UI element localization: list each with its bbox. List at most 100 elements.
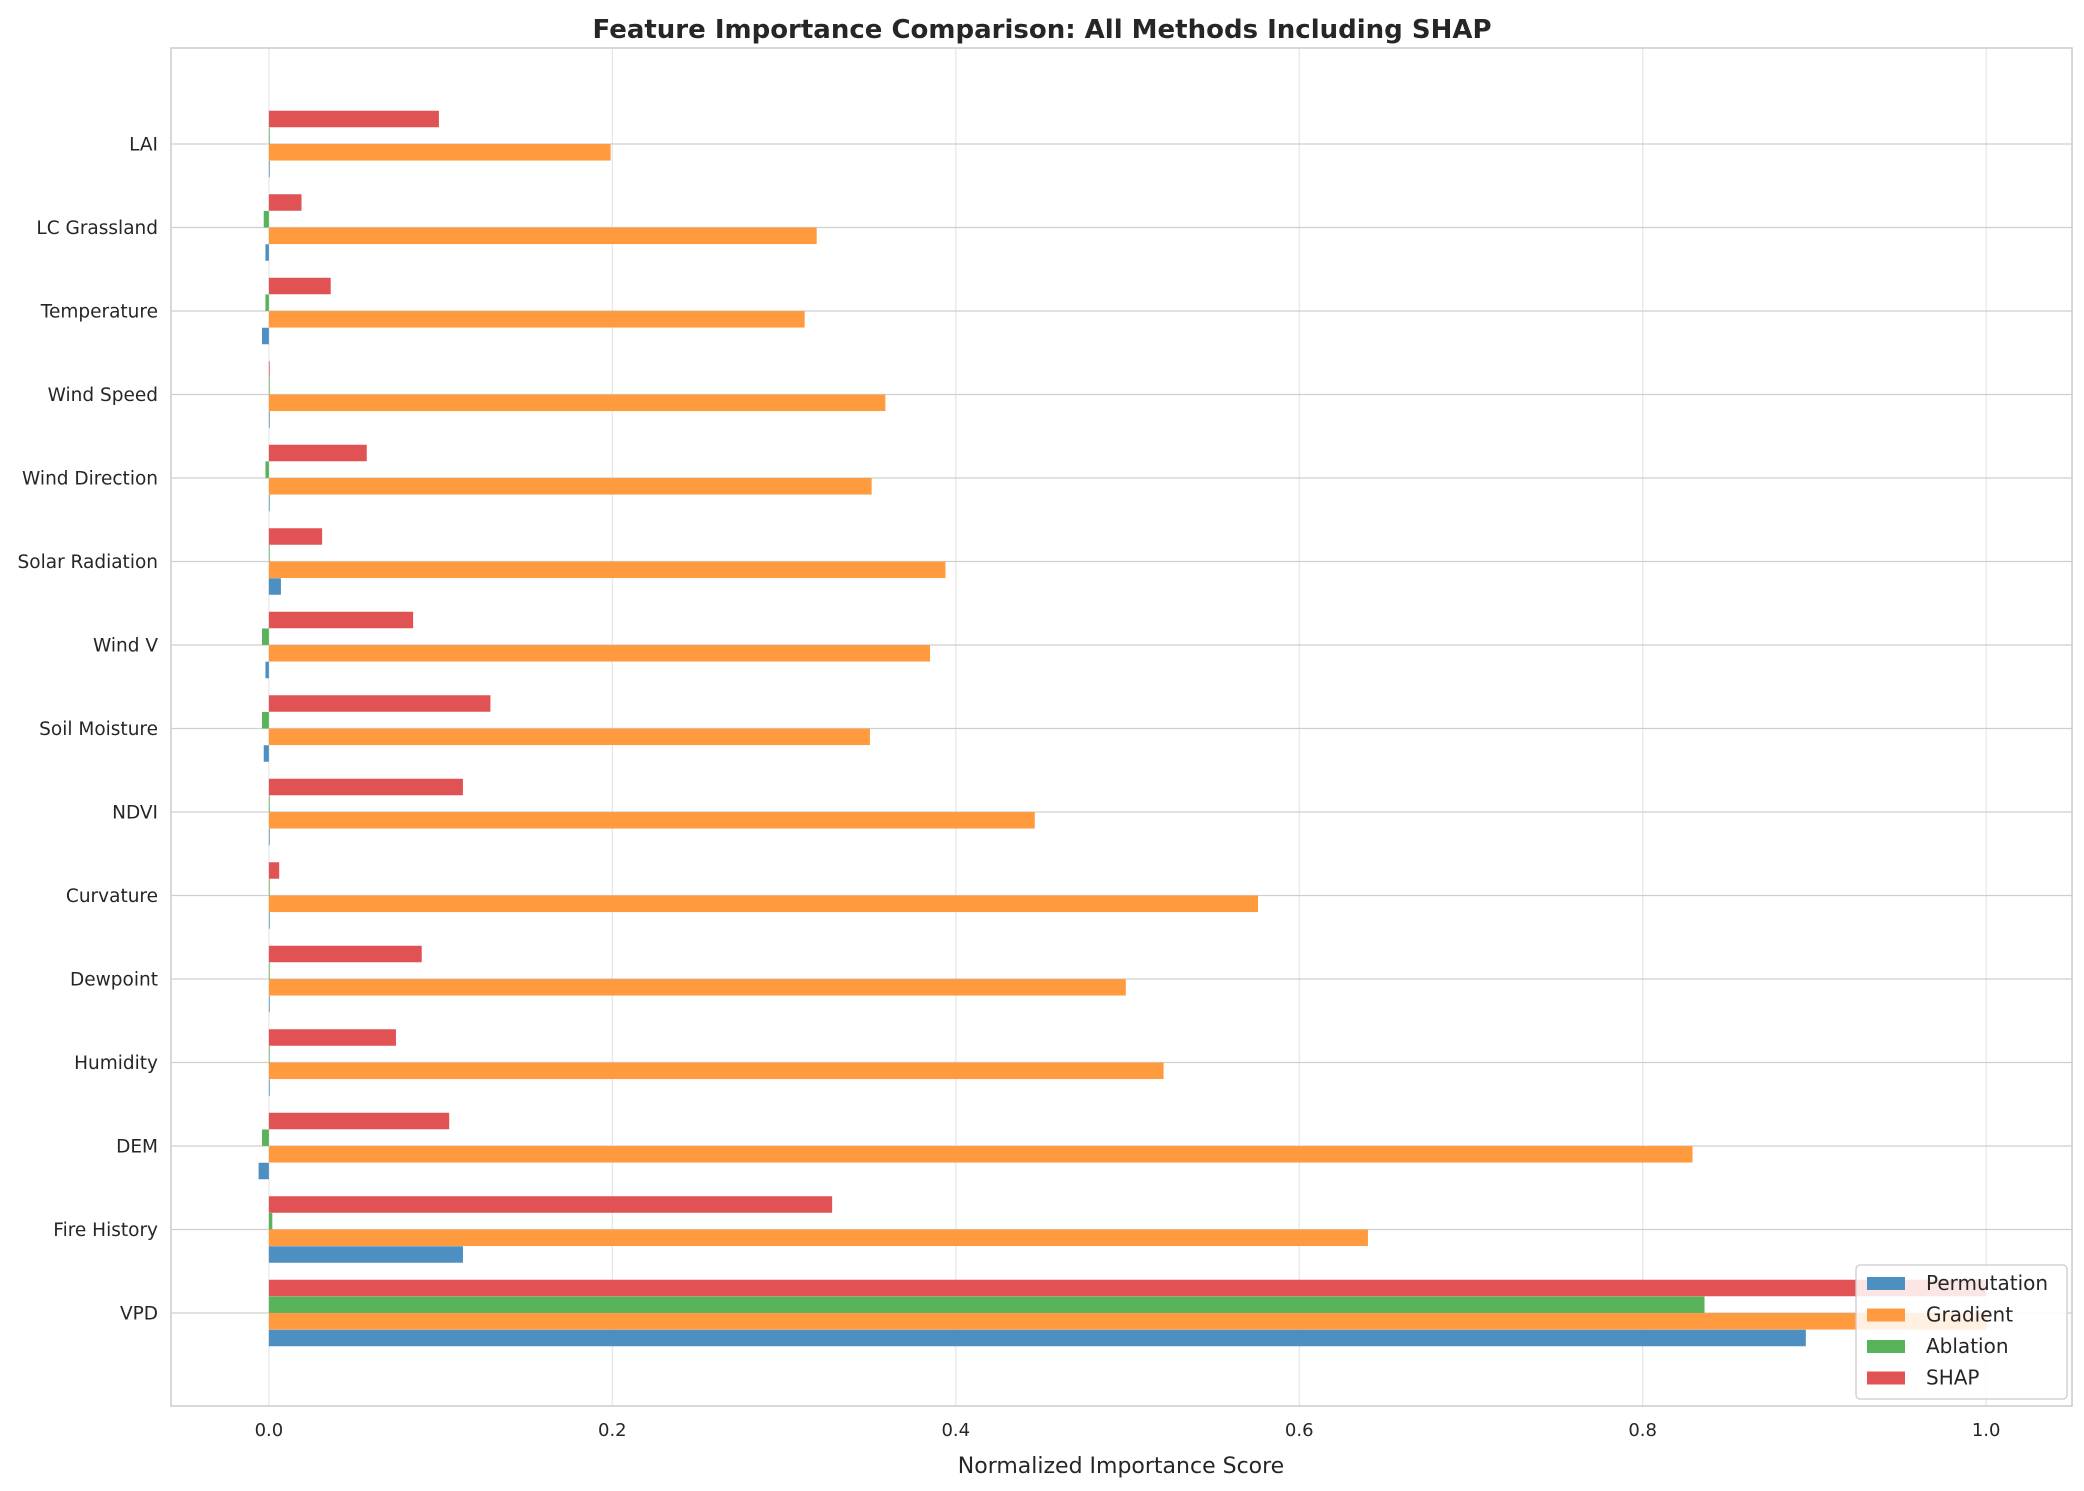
legend-swatch-ablation bbox=[1867, 1340, 1905, 1353]
bar-gradient-temperature bbox=[268, 311, 805, 328]
bar-shap-solar-radiation bbox=[268, 528, 323, 545]
plot-frame bbox=[170, 47, 2073, 1407]
bar-gradient-ndvi bbox=[268, 812, 1035, 829]
y-tick-label: VPD bbox=[120, 1304, 158, 1325]
bar-ablation-wind-v bbox=[262, 628, 269, 645]
bar-permutation-curvature bbox=[268, 912, 270, 929]
bars bbox=[258, 110, 1987, 1347]
bar-permutation-wind-v bbox=[265, 661, 269, 679]
bar-ablation-solar-radiation bbox=[268, 544, 270, 562]
bar-gradient-lc-grassland bbox=[268, 227, 817, 245]
legend-label-ablation: Ablation bbox=[1926, 1334, 2009, 1358]
bar-permutation-solar-radiation bbox=[268, 578, 281, 595]
bar-permutation-dem bbox=[258, 1162, 269, 1180]
bar-ablation-temperature bbox=[265, 294, 269, 311]
x-tick-label: 0.0 bbox=[255, 1420, 284, 1441]
bar-permutation-lc-grassland bbox=[265, 244, 269, 261]
y-tick-label: Curvature bbox=[66, 886, 158, 907]
bar-gradient-wind-direction bbox=[268, 478, 872, 495]
bar-permutation-vpd bbox=[268, 1329, 1806, 1347]
bar-shap-lc-grassland bbox=[268, 194, 302, 211]
y-tick-label: LAI bbox=[129, 135, 158, 156]
bar-gradient-solar-radiation bbox=[268, 561, 946, 579]
x-axis-label: Normalized Importance Score bbox=[958, 1454, 1284, 1479]
y-tick-label: Dewpoint bbox=[70, 970, 158, 991]
chart-title: Feature Importance Comparison: All Metho… bbox=[592, 15, 1491, 45]
y-tick-label: DEM bbox=[116, 1137, 158, 1158]
bar-shap-humidity bbox=[268, 1029, 396, 1046]
y-tick-label: Solar Radiation bbox=[18, 552, 158, 573]
bar-shap-ndvi bbox=[268, 778, 463, 796]
legend-label-gradient: Gradient bbox=[1926, 1303, 2013, 1327]
bar-permutation-lai bbox=[268, 160, 270, 178]
legend-label-permutation: Permutation bbox=[1926, 1271, 2048, 1295]
bar-ablation-wind-speed bbox=[268, 377, 270, 395]
x-tick-label: 0.4 bbox=[941, 1420, 970, 1441]
bar-ablation-lai bbox=[268, 127, 270, 144]
x-tick-label: 0.2 bbox=[598, 1420, 627, 1441]
bar-gradient-fire-history bbox=[268, 1229, 1368, 1247]
y-tick-label: Wind V bbox=[93, 636, 158, 657]
bar-gradient-wind-speed bbox=[268, 394, 886, 412]
bar-ablation-wind-direction bbox=[265, 461, 269, 478]
y-tick-label: Wind Direction bbox=[22, 469, 158, 490]
bar-shap-dewpoint bbox=[268, 945, 422, 963]
x-axis: 0.0 0.2 0.4 0.6 0.8 1.0 bbox=[255, 1420, 2001, 1441]
bar-gradient-wind-v bbox=[268, 645, 931, 662]
bar-gradient-lai bbox=[268, 144, 611, 161]
legend-box bbox=[1855, 1264, 2068, 1400]
y-tick-label: LC Grassland bbox=[36, 218, 158, 239]
bar-ablation-vpd bbox=[268, 1296, 1705, 1313]
bar-shap-wind-v bbox=[268, 611, 414, 629]
bar-permutation-dewpoint bbox=[268, 995, 270, 1013]
y-tick-label: Soil Moisture bbox=[39, 719, 158, 740]
x-tick-label: 0.8 bbox=[1628, 1420, 1657, 1441]
bar-ablation-humidity bbox=[268, 1045, 270, 1063]
bar-permutation-wind-direction bbox=[268, 494, 270, 512]
y-tick-label: Wind Speed bbox=[48, 385, 158, 406]
bar-gradient-vpd bbox=[268, 1313, 1987, 1330]
bar-permutation-temperature bbox=[262, 327, 269, 345]
bar-ablation-fire-history bbox=[268, 1212, 273, 1230]
legend-swatch-permutation bbox=[1867, 1277, 1905, 1290]
bar-shap-soil-moisture bbox=[268, 695, 491, 712]
bar-ablation-ndvi bbox=[268, 795, 270, 812]
bar-shap-fire-history bbox=[268, 1196, 833, 1213]
x-tick-label: 1.0 bbox=[1972, 1420, 2001, 1441]
bar-shap-temperature bbox=[268, 277, 331, 295]
legend-swatch-gradient bbox=[1867, 1308, 1905, 1322]
y-tick-label: Temperature bbox=[40, 302, 158, 323]
bar-permutation-wind-speed bbox=[268, 411, 270, 428]
bar-shap-wind-speed bbox=[268, 361, 270, 378]
grid bbox=[171, 48, 2072, 1406]
bar-ablation-dem bbox=[262, 1129, 269, 1146]
legend: Permutation Gradient Ablation SHAP bbox=[1855, 1264, 2068, 1400]
y-tick-label: Humidity bbox=[74, 1053, 158, 1074]
bar-shap-lai bbox=[268, 110, 439, 128]
bar-permutation-soil-moisture bbox=[263, 745, 269, 762]
bar-gradient-soil-moisture bbox=[268, 728, 870, 746]
bar-permutation-humidity bbox=[268, 1079, 270, 1096]
bar-gradient-humidity bbox=[268, 1062, 1164, 1080]
bar-shap-wind-direction bbox=[268, 444, 367, 462]
legend-swatch-shap bbox=[1867, 1371, 1905, 1385]
y-axis: VPD Fire History DEM Humidity Dewpoint Curvat… bbox=[18, 135, 159, 1325]
bar-shap-vpd bbox=[268, 1279, 1987, 1297]
y-tick-label: Fire History bbox=[53, 1220, 158, 1241]
bar-ablation-curvature bbox=[268, 878, 270, 896]
bar-ablation-dewpoint bbox=[268, 962, 270, 979]
bar-permutation-ndvi bbox=[268, 828, 270, 846]
bar-gradient-dem bbox=[268, 1146, 1693, 1163]
bar-gradient-curvature bbox=[268, 895, 1259, 913]
y-tick-label: NDVI bbox=[112, 803, 158, 824]
x-tick-label: 0.6 bbox=[1285, 1420, 1314, 1441]
bar-ablation-soil-moisture bbox=[262, 711, 269, 729]
bar-shap-curvature bbox=[268, 862, 280, 879]
bar-shap-dem bbox=[268, 1112, 450, 1130]
bar-ablation-lc-grassland bbox=[263, 210, 269, 228]
bar-permutation-fire-history bbox=[268, 1246, 463, 1263]
bar-gradient-dewpoint bbox=[268, 979, 1126, 996]
legend-label-shap: SHAP bbox=[1926, 1366, 1979, 1390]
